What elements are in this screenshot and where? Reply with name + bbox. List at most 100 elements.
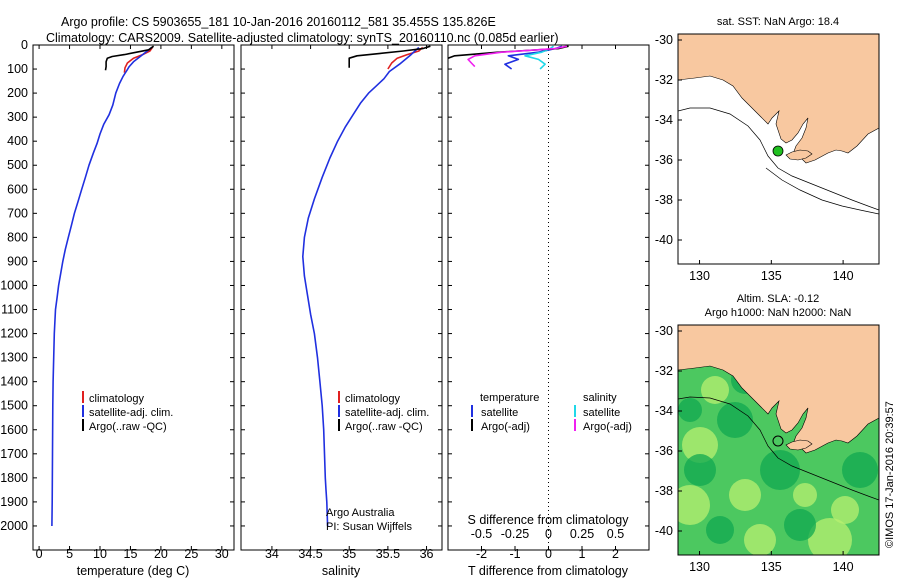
sla-cell <box>682 427 718 463</box>
sla-cell <box>744 524 776 555</box>
legend-salinity-header: salinity <box>583 392 617 404</box>
x-tick-label: 15 <box>124 547 138 561</box>
x-tick-label: 1 <box>579 547 586 561</box>
map-y-tick-label: -34 <box>655 113 673 127</box>
sla-map-frame <box>677 324 880 556</box>
salinity-series <box>301 45 431 527</box>
y-tick-label: 2000 <box>0 519 28 533</box>
float-location-marker <box>772 145 784 157</box>
y-tick-label: 1000 <box>0 278 28 292</box>
map-y-tick-label: -38 <box>655 193 673 207</box>
x-tick-label: 34.5 <box>298 547 322 561</box>
sla-map-ticks: 130 135 140 -30 -32 -34 -36 -38 -40 <box>655 324 854 574</box>
series-line <box>348 45 431 68</box>
x-tick-label: 36 <box>420 547 434 561</box>
y-tick-label: 1800 <box>0 471 28 485</box>
h1000-contour <box>678 396 879 501</box>
map-y-tick-label: -36 <box>655 444 673 458</box>
salinity-legend: climatology satellite-adj. clim. Argo(..… <box>338 391 429 433</box>
map-x-tick-label: 130 <box>689 269 710 283</box>
temperature-axis-ticks: 0 5 10 15 20 25 30 <box>33 44 234 561</box>
s-tick-label: 0.5 <box>607 527 624 541</box>
legend-satellite: satellite-adj. clim. <box>89 407 173 419</box>
sla-cell <box>706 516 734 544</box>
kangaroo-island <box>785 439 813 451</box>
land-mass <box>678 325 879 454</box>
map-y-tick-label: -34 <box>655 404 673 418</box>
sla-cell <box>793 483 817 507</box>
map-y-tick-label: -36 <box>655 153 673 167</box>
sla-map: Altim. SLA: -0.12 Argo h1000: NaN h2000:… <box>655 293 880 574</box>
sla-cell <box>678 485 710 525</box>
sla-cell <box>701 376 729 404</box>
map-x-tick-label: 130 <box>689 560 710 574</box>
legend-climatology: climatology <box>345 393 401 405</box>
x-tick-label: 30 <box>215 547 229 561</box>
s-tick-label: 0 <box>545 527 552 541</box>
series-line <box>51 46 153 527</box>
sla-cell <box>831 496 859 524</box>
map-y-tick-label: -30 <box>655 33 673 47</box>
s-tick-label: 0.25 <box>570 527 594 541</box>
sst-map: sat. SST: NaN Argo: 18.4 130 135 140 -30 -32… <box>655 16 880 283</box>
legend-t-argo: Argo(-adj) <box>481 421 530 433</box>
temperature-panel: 0100200300400500600700800900100011001200… <box>0 38 235 578</box>
difference-series <box>448 45 569 70</box>
depth-axis-ticks: 0 100 200 300 400 500 600 700 800 900 1000 1100 1200… <box>0 38 28 533</box>
y-tick-label: 400 <box>7 134 28 148</box>
y-tick-label: 0 <box>21 38 28 52</box>
y-tick-label: 300 <box>7 110 28 124</box>
sst-map-title: sat. SST: NaN Argo: 18.4 <box>717 16 839 28</box>
difference-legend-salinity: salinity satellite Argo(-adj) <box>574 392 632 433</box>
temperature-series <box>51 45 155 527</box>
x-tick-label: 35.5 <box>376 547 400 561</box>
sla-map-title1: Altim. SLA: -0.12 <box>737 293 820 305</box>
annotation-pi: PI: Susan Wijffels <box>326 521 412 533</box>
legend-argo: Argo(..raw -QC) <box>345 421 423 433</box>
series-line <box>467 45 568 68</box>
sla-cell <box>729 479 761 511</box>
temperature-xlabel: temperature (deg C) <box>77 564 190 578</box>
map-y-tick-label: -40 <box>655 524 673 538</box>
map-y-tick-label: -32 <box>655 73 673 87</box>
x-tick-label: 35 <box>342 547 356 561</box>
map-y-tick-label: -38 <box>655 484 673 498</box>
y-tick-label: 1300 <box>0 351 28 365</box>
sla-cell <box>760 450 800 490</box>
difference-xlabel-top: S difference from climatology <box>468 513 630 527</box>
series-line <box>123 46 154 73</box>
x-tick-label: 5 <box>66 547 73 561</box>
difference-panel: -2 -1 0 1 2 -0.5 -0.25 0 0.25 0.5 S difference f… <box>447 44 650 578</box>
series-line <box>387 46 424 70</box>
y-tick-label: 1100 <box>1 303 28 317</box>
y-tick-label: 1600 <box>0 423 28 437</box>
x-tick-label: 34 <box>265 547 279 561</box>
sla-cell <box>784 509 816 541</box>
y-tick-label: 1900 <box>0 495 28 509</box>
kangaroo-island <box>785 149 813 161</box>
map-y-tick-label: -40 <box>655 233 673 247</box>
legend-temperature-header: temperature <box>480 392 539 404</box>
y-tick-label: 1500 <box>0 399 28 413</box>
sla-cell <box>678 398 702 422</box>
sla-cell <box>717 402 753 438</box>
x-tick-label: 25 <box>184 547 198 561</box>
s-tick-label: -0.5 <box>471 527 493 541</box>
series-line <box>104 45 155 71</box>
x-tick-label: 10 <box>93 547 107 561</box>
x-tick-label: 20 <box>154 547 168 561</box>
temperature-legend: climatology satellite-adj. clim. Argo(..… <box>82 391 173 433</box>
y-tick-label: 1400 <box>0 375 28 389</box>
temperature-frame <box>32 44 235 551</box>
sla-cell <box>808 518 852 555</box>
map-x-tick-label: 140 <box>833 269 854 283</box>
y-tick-label: 100 <box>7 62 28 76</box>
sst-map-frame <box>677 33 880 265</box>
salinity-panel: 34 34.5 35 35.5 36 salinity climatology sate… <box>240 44 443 578</box>
x-tick-label: 2 <box>612 547 619 561</box>
t-difference-axis-ticks: -2 -1 0 1 2 <box>448 44 649 561</box>
y-tick-label: 1700 <box>0 447 28 461</box>
y-tick-label: 600 <box>7 182 28 196</box>
s-tick-label: -0.25 <box>501 527 530 541</box>
